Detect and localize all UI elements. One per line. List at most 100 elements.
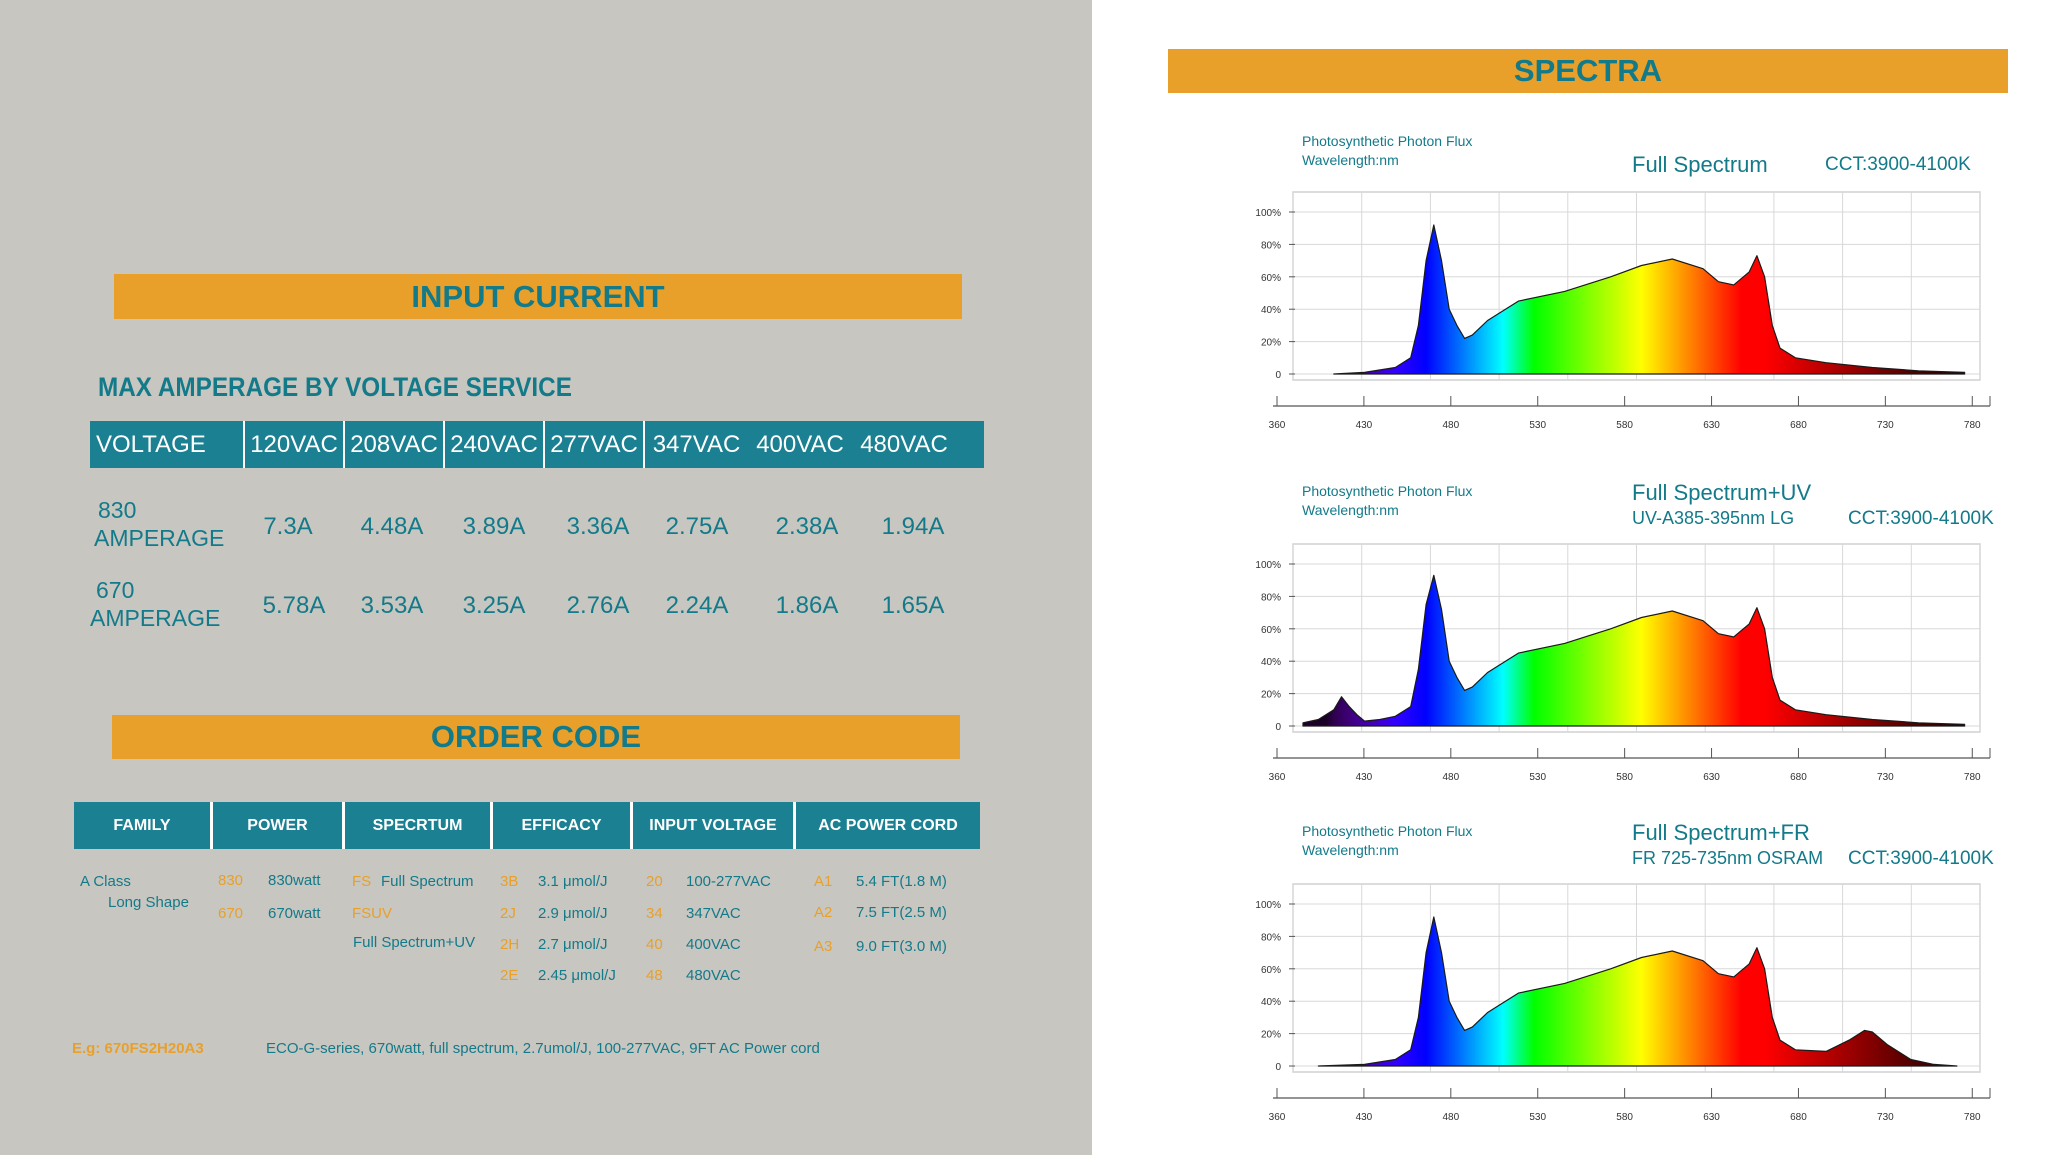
y-tick-label: 20% <box>1261 690 1281 701</box>
family-line1: A Class <box>80 873 131 890</box>
voltage-header-277: 277VAC <box>550 430 638 458</box>
header-separator <box>643 421 645 468</box>
efficacy-text-2j: 2.9 μmol/J <box>538 905 608 922</box>
chart2-y-label-line1: Photosynthetic Photon Flux <box>1302 483 1473 499</box>
voltage-header-208: 208VAC <box>350 430 438 458</box>
spectrum-text-fs: Full Spectrum <box>381 873 474 890</box>
x-tick-label: 680 <box>1790 772 1807 783</box>
family-line2: Long Shape <box>108 894 189 911</box>
power-text-830: 830watt <box>268 872 321 889</box>
input-current-title: INPUT CURRENT <box>411 278 665 314</box>
header-separator <box>243 421 245 468</box>
chart2-y-label: Photosynthetic Photon Flux Wavelength:nm <box>1302 482 1472 520</box>
y-tick-label: 0 <box>1275 370 1281 381</box>
x-tick-label: 630 <box>1703 772 1720 783</box>
spectrum-area <box>1317 916 1958 1067</box>
voltage-code-20: 20 <box>646 873 663 890</box>
spectra-title: SPECTRA <box>1513 53 1663 88</box>
chart2-title: Full Spectrum+UV <box>1632 480 1812 505</box>
input-current-banner: INPUT CURRENT <box>114 274 962 319</box>
x-tick-label: 360 <box>1269 772 1286 783</box>
x-tick-label: 730 <box>1877 1112 1894 1123</box>
x-tick-label: 530 <box>1529 1112 1546 1123</box>
chart1-cct: CCT:3900-4100K <box>1825 154 1971 175</box>
order-code-title: ORDER CODE <box>430 719 642 754</box>
spectrum-code-fs: FS <box>352 873 372 890</box>
cord-text-a3: 9.0 FT(3.0 M) <box>856 938 947 955</box>
row-label-830-line1: 830 <box>98 497 137 523</box>
power-code-830: 830 <box>218 872 244 889</box>
row-label-670: 670 AMPERAGE <box>90 576 220 632</box>
cord-text-a1: 5.4 FT(1.8 M) <box>856 873 947 890</box>
header-separator <box>443 421 445 468</box>
y-tick-label: 20% <box>1261 1030 1281 1041</box>
oc-header-efficacy: EFFICACY <box>521 816 602 834</box>
example-code: E.g: 670FS2H20A3 <box>72 1040 204 1057</box>
x-tick-label: 480 <box>1442 1112 1459 1123</box>
oc-header-family: FAMILY <box>113 816 171 834</box>
voltage-code-34: 34 <box>646 905 663 922</box>
row-label-670-line2: AMPERAGE <box>90 605 221 631</box>
x-tick-label: 780 <box>1964 1112 1981 1123</box>
x-tick-label: 360 <box>1269 420 1286 431</box>
voltage-text-20: 100-277VAC <box>686 873 771 890</box>
x-tick-label: 430 <box>1356 1112 1373 1123</box>
oc-header-input-voltage: INPUT VOLTAGE <box>649 816 777 834</box>
chart3-subtitle: FR 725-735nm OSRAM <box>1632 848 1824 868</box>
x-tick-label: 480 <box>1442 772 1459 783</box>
chart3-title: Full Spectrum+FR <box>1632 820 1810 845</box>
y-tick-label: 60% <box>1261 273 1281 284</box>
voltage-header-480: 480VAC <box>860 430 948 458</box>
header-separator <box>343 421 345 468</box>
amp-670-120: 5.78A <box>262 592 326 619</box>
row-label-830: 830 AMPERAGE <box>94 496 224 552</box>
amp-830-277: 3.36A <box>566 513 630 540</box>
x-tick-label: 680 <box>1790 420 1807 431</box>
chart1-title: Full Spectrum <box>1632 152 1768 177</box>
x-tick-label: 360 <box>1269 1112 1286 1123</box>
y-tick-label: 100% <box>1255 900 1281 911</box>
spectrum-text-fsuv: Full Spectrum+UV <box>353 934 476 951</box>
x-tick-label: 680 <box>1790 1112 1807 1123</box>
y-tick-label: 40% <box>1261 657 1281 668</box>
y-tick-label: 60% <box>1261 965 1281 976</box>
y-tick-label: 0 <box>1275 722 1281 733</box>
x-tick-label: 430 <box>1356 420 1373 431</box>
voltage-header-347: 347VAC <box>652 430 741 458</box>
x-tick-label: 580 <box>1616 1112 1633 1123</box>
amp-830-400: 2.38A <box>775 513 839 540</box>
order-code-header-row: FAMILY POWER SPECRTUM EFFICACY INPUT VOL… <box>74 802 980 849</box>
x-tick-label: 580 <box>1616 772 1633 783</box>
efficacy-code-3b: 3B <box>500 873 519 890</box>
spectrum-chart-full: 100% 80% 60% 40% 20% 0 360 430 480 530 580 630 680 73… <box>1255 191 1991 431</box>
spectrum-chart-full-fr: 100% 80% 60% 40% 20% 0 360 430 480 530 580 630 680 73… <box>1255 883 1991 1123</box>
y-tick-label: 80% <box>1261 932 1281 943</box>
chart2-subtitle: UV-A385-395nm LG <box>1632 508 1795 528</box>
y-tick-label: 80% <box>1261 240 1281 251</box>
row-label-830-line2: AMPERAGE <box>94 525 225 551</box>
voltage-text-40: 400VAC <box>686 936 741 953</box>
row-label-670-line1: 670 <box>96 577 135 603</box>
amp-670-240: 3.25A <box>462 592 526 619</box>
voltage-header-label-text: VOLTAGE <box>96 430 206 458</box>
voltage-code-48: 48 <box>646 967 663 984</box>
voltage-header-row: VOLTAGE 120VAC 208VAC 240VAC 277VAC 347V… <box>90 421 984 468</box>
amp-670-347: 2.24A <box>665 592 729 619</box>
y-tick-label: 100% <box>1255 560 1281 571</box>
spectrum-chart-full-uv: 100% 80% 60% 40% 20% 0 360 430 480 530 580 630 680 73… <box>1255 543 1991 783</box>
chart2-cct: CCT:3900-4100K <box>1848 508 1994 529</box>
voltage-header-240: 240VAC <box>450 430 538 458</box>
y-tick-label: 40% <box>1261 997 1281 1008</box>
spectrum-area <box>1333 224 1966 375</box>
y-tick-label: 80% <box>1261 592 1281 603</box>
voltage-header-label: VOLTAGE <box>90 421 243 468</box>
voltage-code-40: 40 <box>646 936 663 953</box>
x-tick-label: 530 <box>1529 420 1546 431</box>
voltage-header-120: 120VAC <box>250 430 338 458</box>
amp-670-400: 1.86A <box>775 592 839 619</box>
x-tick-label: 630 <box>1703 1112 1720 1123</box>
amp-830-120: 7.3A <box>263 513 313 540</box>
amp-670-480: 1.65A <box>881 592 945 619</box>
amp-830-480: 1.94A <box>881 513 945 540</box>
efficacy-code-2e: 2E <box>500 967 519 984</box>
